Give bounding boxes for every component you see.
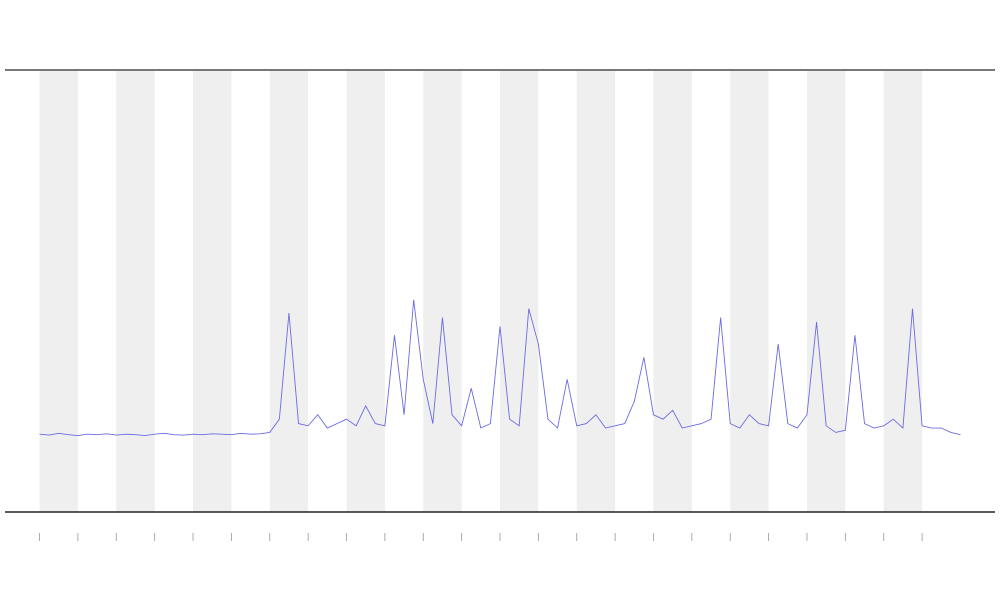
shaded-band	[423, 70, 462, 512]
shaded-band	[269, 70, 309, 512]
shaded-band	[806, 70, 846, 512]
shaded-band	[576, 70, 616, 512]
shaded-band	[653, 70, 692, 512]
shaded-band	[346, 70, 385, 512]
shaded-band	[193, 70, 232, 512]
shaded-band	[500, 70, 539, 512]
shaded-band	[883, 70, 923, 512]
plot-layer	[39, 299, 961, 436]
band-layer	[39, 70, 923, 512]
shaded-band	[39, 70, 78, 512]
data-line	[39, 299, 961, 436]
shaded-band	[730, 70, 769, 512]
shaded-band	[116, 70, 155, 512]
